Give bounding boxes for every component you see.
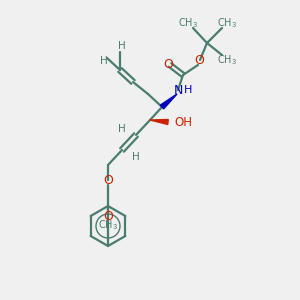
Text: O: O [103, 175, 113, 188]
Text: N: N [173, 83, 183, 97]
Text: O: O [163, 58, 173, 70]
Polygon shape [160, 94, 177, 109]
Text: H: H [100, 56, 108, 66]
Text: O: O [194, 55, 204, 68]
Text: H: H [132, 152, 140, 162]
Text: H: H [118, 124, 126, 134]
Text: O: O [103, 209, 113, 223]
Text: CH$_3$: CH$_3$ [98, 218, 118, 232]
Text: H: H [118, 41, 126, 51]
Text: CH$_3$: CH$_3$ [217, 16, 237, 30]
Text: OH: OH [174, 116, 192, 130]
Polygon shape [150, 119, 168, 124]
Text: H: H [184, 85, 192, 95]
Text: CH$_3$: CH$_3$ [178, 16, 198, 30]
Text: CH$_3$: CH$_3$ [217, 53, 237, 67]
